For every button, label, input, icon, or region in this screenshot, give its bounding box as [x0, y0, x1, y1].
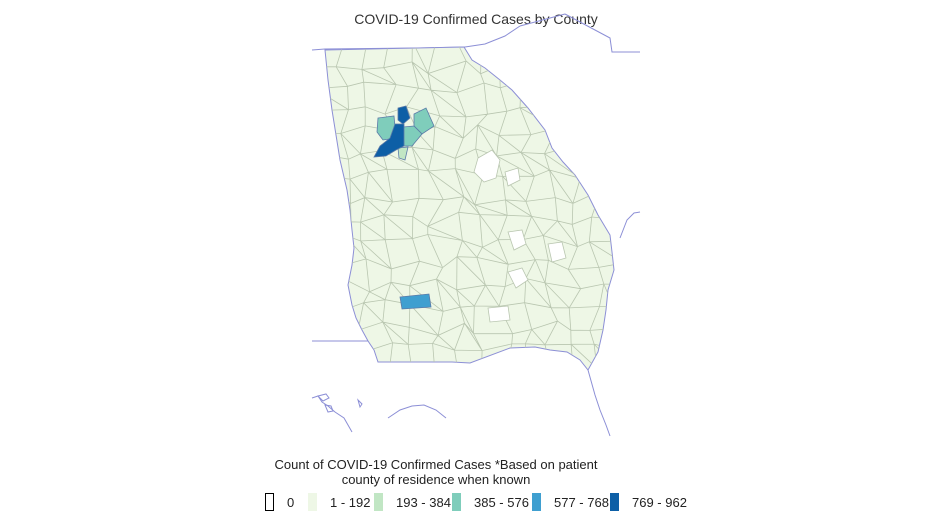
legend-swatch-1: [308, 493, 317, 511]
legend-item-1: 1 - 192: [308, 492, 370, 512]
legend-label-0: 0: [287, 494, 295, 510]
legend-title-line1: Count of COVID-19 Confirmed Cases *Based…: [274, 457, 598, 472]
legend-swatch-0: [265, 493, 274, 511]
county-zero-1: [473, 149, 501, 183]
county-zero-5: [507, 267, 529, 289]
legend-swatch-3: [452, 493, 461, 511]
county-fulton-north: [397, 105, 411, 125]
county-zero-3: [507, 229, 527, 251]
legend-label-3: 385 - 576: [474, 494, 529, 510]
florida-east-coast: [587, 369, 611, 437]
legend-label-2: 193 - 384: [396, 494, 451, 510]
legend-item-5: 769 - 962: [610, 492, 687, 512]
zero-count-counties: [473, 149, 567, 323]
coast-islands: [317, 393, 363, 413]
county-dougherty: [399, 293, 432, 310]
county-clayton: [397, 146, 409, 161]
georgia-state-shape: [324, 46, 615, 371]
highlighted-counties: [373, 105, 435, 310]
legend-swatch-2: [374, 493, 383, 511]
legend-swatch-5: [610, 493, 619, 511]
legend-item-2: 193 - 384: [374, 492, 451, 512]
north-carolina-border: [464, 25, 521, 48]
legend-item-0: 0: [265, 492, 294, 512]
florida-big-bend-coast: [387, 404, 447, 419]
county-zero-2: [504, 167, 521, 187]
florida-panhandle-coast: [311, 395, 353, 433]
county-zero-4: [547, 241, 567, 263]
south-carolina-border: [519, 13, 566, 27]
legend-item-3: 385 - 576: [452, 492, 529, 512]
legend-item-4: 577 - 768: [532, 492, 609, 512]
county-zero-6: [487, 305, 511, 323]
map-title: COVID-19 Confirmed Cases by County: [354, 11, 598, 27]
sc-coast-east: [619, 211, 641, 239]
georgia-county-map: [311, 13, 641, 437]
legend-label-1: 1 - 192: [330, 494, 371, 510]
legend-label-4: 577 - 768: [554, 494, 609, 510]
legend-label-5: 769 - 962: [632, 494, 687, 510]
legend-title: Count of COVID-19 Confirmed Cases *Based…: [250, 457, 622, 487]
legend-swatch-4: [532, 493, 541, 511]
legend-title-line2: county of residence when known: [341, 472, 531, 487]
legend: 0 1 - 192 193 - 384 385 - 576 577 - 768 …: [0, 492, 932, 512]
county-gwinnett: [413, 107, 435, 135]
nc-sc-border: [564, 13, 640, 53]
county-fulton: [373, 123, 405, 158]
